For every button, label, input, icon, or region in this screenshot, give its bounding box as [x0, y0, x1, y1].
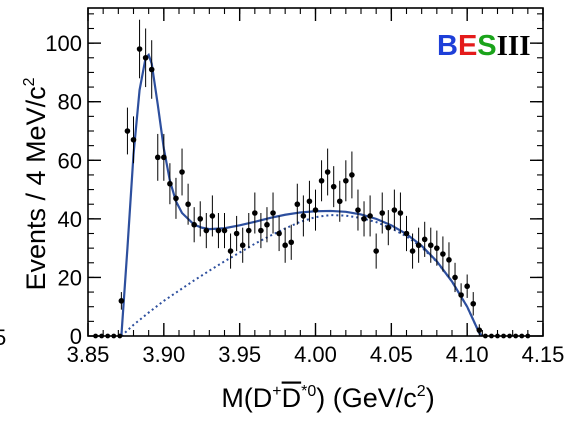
- data-point: [209, 213, 216, 219]
- y-axis-label-sup: 2: [21, 77, 38, 86]
- data-point: [385, 224, 392, 231]
- data-point: [343, 177, 349, 184]
- data-layer: [93, 19, 531, 339]
- y-tick-label: 40: [58, 207, 82, 232]
- y-tick-label: 0: [70, 324, 82, 349]
- data-point: [197, 216, 204, 222]
- data-point: [239, 242, 246, 249]
- data-point: [294, 201, 301, 208]
- x-tick-label: 3.90: [142, 342, 185, 367]
- data-point: [148, 66, 155, 73]
- data-point: [130, 136, 137, 143]
- x-axis-label-sup3: 2: [417, 383, 426, 400]
- y-tick-label: 20: [58, 265, 82, 290]
- x-axis-label-sup2: *0: [301, 383, 316, 400]
- x-axis-label-units: ) (GeV/c: [316, 383, 417, 413]
- x-axis-label-prefix: M(D: [221, 383, 272, 413]
- data-point: [124, 128, 131, 134]
- data-point: [349, 172, 355, 178]
- x-axis-label-dbar: D: [282, 383, 302, 413]
- x-axis-label-end: ): [426, 383, 435, 413]
- logo-letter-e: E: [458, 30, 477, 62]
- data-point: [421, 236, 428, 243]
- data-point: [397, 210, 404, 216]
- data-point: [427, 242, 434, 249]
- x-tick-labels: 3.85 3.90 3.95 4.00 4.05 4.10 4.15: [67, 342, 565, 367]
- data-point: [403, 230, 410, 237]
- x-axis-label: M(D+D*0) (GeV/c2): [221, 383, 434, 413]
- data-point: [336, 198, 343, 205]
- x-tick-label: 3.85: [67, 342, 110, 367]
- data-point: [476, 327, 483, 333]
- data-point: [142, 54, 149, 61]
- besiii-logo: BESIII: [437, 30, 531, 62]
- x-tick-label: 4.00: [294, 342, 337, 367]
- data-point: [221, 227, 228, 234]
- data-point: [470, 300, 477, 307]
- logo-letter-s: S: [477, 30, 496, 62]
- data-point: [440, 251, 446, 257]
- data-point: [288, 239, 295, 246]
- data-point: [179, 169, 185, 175]
- data-point: [252, 210, 258, 216]
- data-point: [391, 207, 398, 213]
- data-point: [161, 154, 167, 161]
- x-tick-label: 3.95: [218, 342, 261, 367]
- data-point: [136, 46, 143, 52]
- data-point: [379, 210, 386, 216]
- data-point: [330, 183, 337, 190]
- background-curve: [120, 214, 484, 337]
- data-point: [282, 242, 288, 249]
- data-point: [185, 201, 191, 208]
- x-tick-label: 4.05: [370, 342, 413, 367]
- data-point: [270, 210, 276, 216]
- data-point: [464, 283, 470, 290]
- data-point: [324, 169, 331, 175]
- data-point: [446, 257, 452, 263]
- data-point: [300, 213, 307, 219]
- data-point: [373, 248, 379, 254]
- logo-letter-iii: III: [497, 30, 531, 62]
- data-point: [434, 245, 440, 251]
- data-point: [355, 207, 361, 213]
- data-point: [452, 274, 458, 281]
- data-point: [361, 216, 367, 222]
- y-tick-label: 60: [58, 148, 82, 173]
- x-axis-label-sup1: +: [272, 383, 281, 400]
- data-point: [264, 221, 270, 228]
- y-axis-label-main: Events / 4 MeV/c: [21, 86, 51, 290]
- data-point: [233, 230, 240, 237]
- data-point: [276, 230, 282, 237]
- x-tick-label: 4.10: [446, 342, 489, 367]
- data-point: [318, 177, 325, 184]
- data-point: [312, 207, 319, 213]
- data-point: [245, 227, 252, 234]
- data-point: [409, 248, 416, 254]
- y-tick-label: 80: [58, 90, 82, 115]
- data-point: [215, 227, 222, 234]
- data-point: [167, 180, 173, 187]
- data-point: [154, 154, 161, 161]
- data-point: [173, 195, 179, 202]
- tick-marks: [87, 8, 544, 337]
- x-tick-label: 4.15: [522, 342, 565, 367]
- y-tick-labels: 0 20 40 60 80 100: [45, 31, 82, 349]
- data-point: [191, 221, 197, 228]
- data-point: [306, 198, 313, 205]
- data-point: [458, 292, 464, 298]
- data-point: [415, 242, 422, 249]
- data-point: [367, 213, 373, 219]
- data-point: [227, 248, 234, 254]
- data-point: [118, 298, 125, 304]
- y-tick-label: 100: [45, 31, 82, 56]
- data-point: [258, 227, 264, 234]
- clipped-tick-label: 5: [0, 325, 6, 350]
- y-axis-label: Events / 4 MeV/c2: [21, 77, 51, 290]
- data-point: [203, 227, 210, 234]
- logo-letter-b: B: [437, 30, 458, 62]
